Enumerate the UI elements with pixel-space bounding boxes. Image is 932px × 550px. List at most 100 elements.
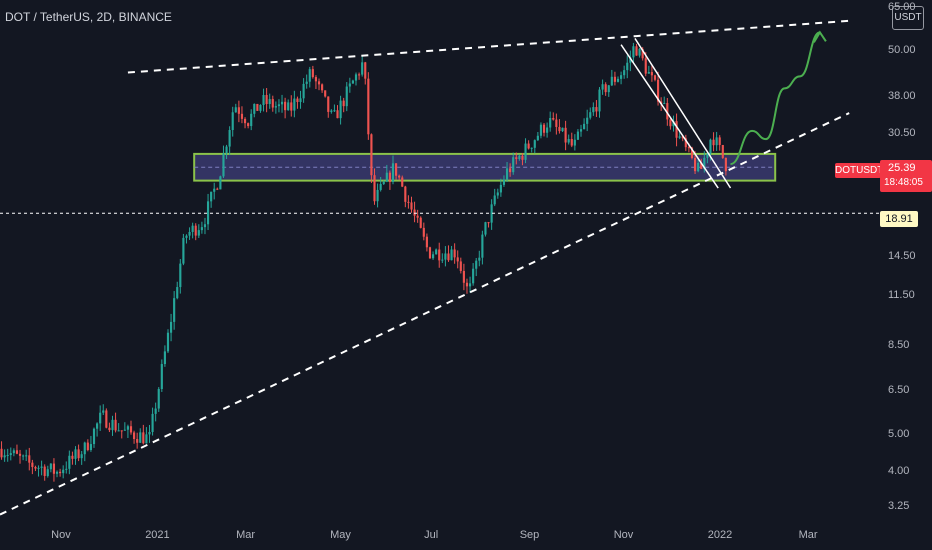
candle-body — [351, 80, 355, 84]
candle-body — [284, 101, 287, 111]
candle-body — [675, 121, 678, 138]
candle-body — [182, 237, 185, 264]
candle-body — [299, 98, 302, 102]
candle-body — [321, 84, 324, 91]
candle-body — [533, 140, 536, 148]
candle-body — [493, 195, 496, 205]
candle-body — [234, 107, 237, 113]
candle-body — [18, 453, 22, 456]
candle-body — [271, 99, 274, 108]
candle-body — [339, 100, 342, 119]
candle-body — [31, 462, 34, 467]
candle-body — [601, 84, 604, 90]
time-tick-label: Nov — [613, 529, 634, 541]
candle-body — [478, 257, 481, 261]
candle-body — [598, 89, 601, 112]
candle-body — [133, 432, 136, 440]
candle-body — [65, 468, 68, 470]
candle-body — [447, 253, 450, 261]
candle-body — [89, 444, 93, 451]
candle-body — [647, 72, 650, 74]
candle-body — [558, 126, 561, 132]
candle-body — [142, 432, 145, 444]
candle-body — [555, 119, 558, 127]
candle-body — [419, 217, 422, 228]
channel-line — [620, 44, 719, 189]
candle-body — [49, 463, 52, 470]
candle-body — [656, 79, 660, 102]
candle-body — [666, 103, 669, 120]
candle-body — [102, 410, 105, 413]
candle-body — [499, 184, 502, 193]
annotations — [0, 19, 880, 516]
candle-body — [623, 70, 626, 76]
candle-body — [296, 98, 299, 102]
candle-body — [126, 426, 129, 430]
candle-body — [496, 192, 499, 196]
level-price-tag: 18.91 — [880, 211, 918, 227]
candle-body — [472, 268, 475, 284]
candle-body — [401, 177, 404, 187]
candle-body — [530, 147, 533, 149]
candle-body — [539, 124, 543, 136]
candle-body — [663, 103, 666, 105]
candle-body — [37, 467, 40, 469]
candle-body — [120, 430, 123, 432]
candle-body — [422, 227, 425, 237]
resistance-trendline — [127, 19, 850, 74]
candle-body — [250, 113, 253, 127]
price-tick-label: 5.00 — [888, 427, 910, 440]
candle-body — [536, 135, 539, 141]
candle-body — [413, 209, 416, 216]
candle-body — [203, 224, 207, 228]
candle-body — [151, 413, 154, 432]
candle-body — [105, 410, 108, 428]
candle-body — [117, 430, 120, 432]
candle-body — [712, 139, 715, 146]
candle-body — [163, 351, 166, 365]
candle-body — [305, 81, 308, 84]
candle-body — [46, 469, 49, 476]
support-trendline — [0, 112, 850, 516]
candle-body — [6, 455, 9, 457]
candle-body — [610, 76, 613, 86]
candle-body — [441, 259, 444, 261]
candle-body — [274, 106, 277, 108]
candle-body — [256, 103, 259, 111]
candle-body — [718, 137, 721, 145]
time-tick-label: May — [330, 529, 351, 541]
candle-body — [25, 455, 28, 457]
candle-body — [222, 153, 225, 177]
candle-body — [191, 225, 194, 232]
candle-body — [404, 186, 407, 202]
candle-body — [607, 85, 610, 93]
candle-body — [62, 469, 65, 474]
candle-body — [435, 249, 438, 255]
projection-arrowhead — [813, 30, 827, 43]
candle-body — [308, 69, 311, 82]
candle-body — [154, 408, 157, 414]
candle-body — [80, 454, 83, 459]
candle-body — [59, 471, 62, 474]
candle-body — [148, 431, 151, 435]
candle-body — [169, 321, 173, 333]
candle-body — [114, 419, 117, 431]
candle-body — [314, 77, 318, 82]
candle-body — [317, 81, 321, 85]
candle-body — [86, 442, 89, 451]
candle-body — [293, 98, 296, 111]
time-tick-label: Mar — [236, 529, 256, 541]
currency-badge[interactable]: USDT — [892, 6, 924, 30]
candle-body — [672, 121, 675, 127]
candle-body — [145, 434, 148, 444]
candle-body — [108, 427, 111, 431]
candle-body — [391, 163, 395, 182]
candle-body — [240, 113, 244, 119]
candle-body — [123, 429, 126, 431]
candle-body — [416, 215, 419, 218]
candle-body — [632, 46, 635, 58]
candle-body — [9, 453, 12, 456]
candle-body — [644, 58, 647, 74]
candle-body — [394, 163, 398, 176]
